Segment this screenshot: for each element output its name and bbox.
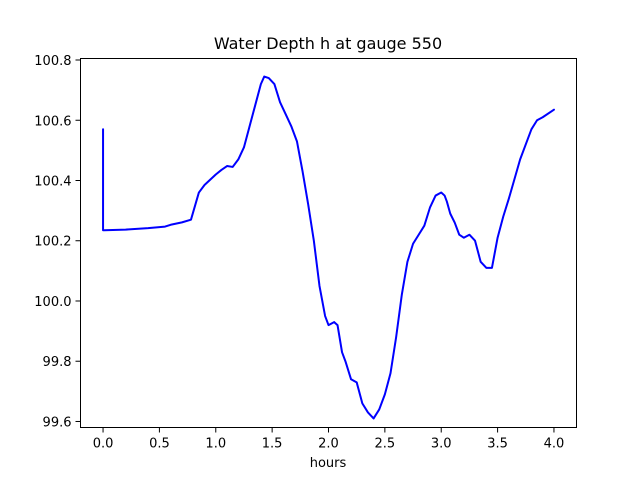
- x-tick-label: 0.5: [149, 437, 170, 452]
- x-tick-label: 1.0: [205, 437, 226, 452]
- x-tick-label: 2.0: [318, 437, 339, 452]
- x-tick-label: 1.5: [262, 437, 283, 452]
- y-tick-label: 100.6: [34, 114, 71, 129]
- x-tick-label: 3.5: [487, 437, 508, 452]
- y-tick-label: 99.8: [43, 355, 72, 370]
- x-tick-label: 2.5: [375, 437, 396, 452]
- x-axis-label: hours: [310, 456, 347, 471]
- plot-area-frame: [80, 58, 577, 428]
- y-axis: 99.6 99.8 100.0 100.2 100.4 100.6 100.8: [34, 54, 81, 430]
- x-tick-label: 0.0: [93, 437, 114, 452]
- x-axis: 0.0 0.5 1.0 1.5 2.0 2.5 3.0 3.5 4.0: [93, 427, 565, 452]
- y-tick-label: 100.8: [34, 54, 71, 69]
- x-tick-label: 3.0: [431, 437, 452, 452]
- y-tick-label: 100.4: [34, 174, 71, 189]
- x-tick-label: 4.0: [544, 437, 565, 452]
- y-tick-label: 100.0: [34, 295, 71, 310]
- y-tick-label: 100.2: [34, 235, 71, 250]
- y-tick-label: 99.6: [43, 415, 72, 430]
- water-depth-line: [102, 75, 555, 420]
- chart-title: Water Depth h at gauge 550: [214, 34, 442, 53]
